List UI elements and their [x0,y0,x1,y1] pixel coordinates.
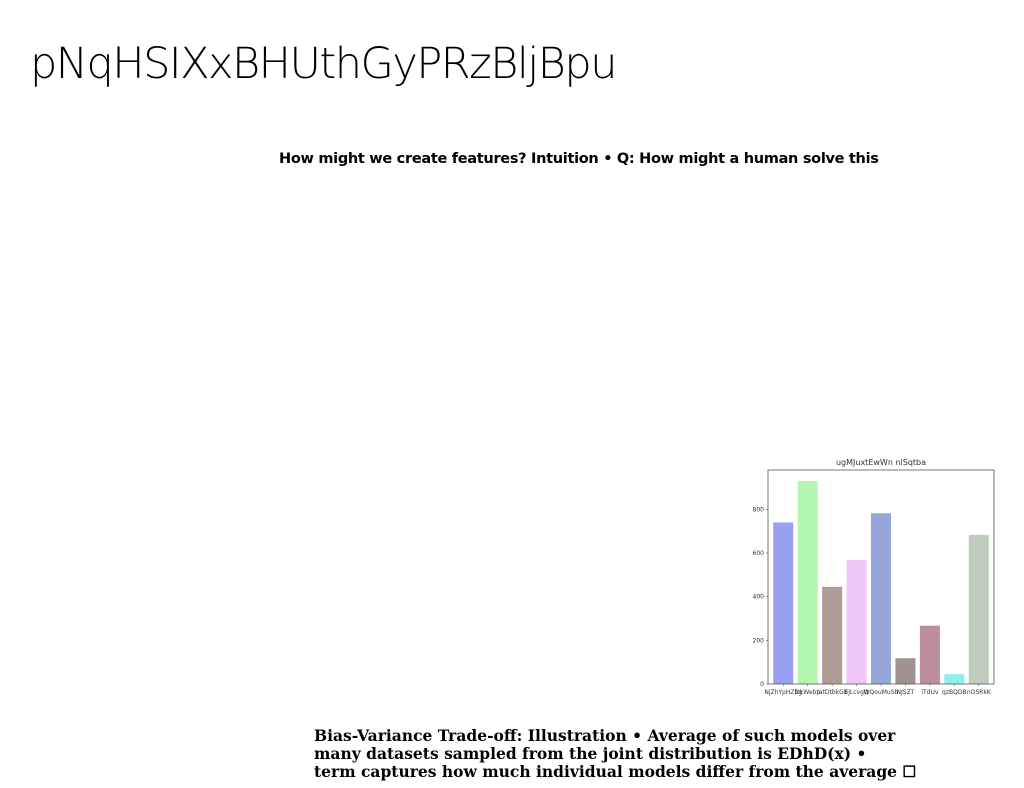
bar-EjLcvgQ [846,559,867,684]
bar-DkWebp [797,480,818,684]
bar-chart-svg: ugMJuxtEwWn nlSqtba NjZhYpHZbgDkWebptatD… [753,458,995,696]
chart-title: ugMJuxtEwWn nlSqtba [836,458,926,467]
bar-WQouMuSb [870,513,892,684]
y-tick-label: 0 [760,681,764,688]
x-tick-label: qzBQDB [942,689,967,696]
slide-title: pNqHSIXxBHUthGyPRzBljBpu [30,39,617,89]
bar-NJSZT [895,658,916,684]
bar-tatDtbkGb [822,586,843,684]
bar-chart: ugMJuxtEwWn nlSqtba NjZhYpHZbg DkWebp tatD… [752,452,1004,702]
caption-line: Bias-Variance Trade-off: Illustration • … [314,726,896,745]
x-tick-label: nOSRkK [967,689,992,696]
y-tick-label: 200 [753,637,765,644]
x-tick-label: iTdUv [921,689,939,696]
y-tick-label: 400 [753,594,765,601]
bars-layer [773,480,989,684]
y-tick-label: 800 [753,506,765,513]
x-tick-label: tatDtbkGb [817,689,848,696]
ticks-layer: NjZhYpHZbgDkWebptatDtbkGbEjLcvgQWQouMuSb… [753,506,992,696]
bar-iTdUv [919,625,940,684]
plot-frame [767,469,995,685]
caption-line: many datasets sampled from the joint dis… [314,744,867,763]
bar-nOSRkK [968,534,989,684]
bar-NjZhYpHZbg [773,522,794,684]
x-tick-label: NjZhYpHZbg [764,689,802,696]
x-tick-label: NJSZT [897,689,915,696]
x-tick-label: DkWebp [795,689,820,696]
x-tick-label: WQouMuSb [864,689,899,696]
caption-line: term captures how much individual models… [314,762,917,781]
x-tick-label: EjLcvgQ [844,689,868,696]
slide-subtitle: How might we create features? Intuition … [279,151,879,167]
bar-qzBQDB [944,674,965,684]
y-tick-label: 600 [753,550,765,557]
slide-caption: Bias-Variance Trade-off: Illustration • … [314,727,954,781]
